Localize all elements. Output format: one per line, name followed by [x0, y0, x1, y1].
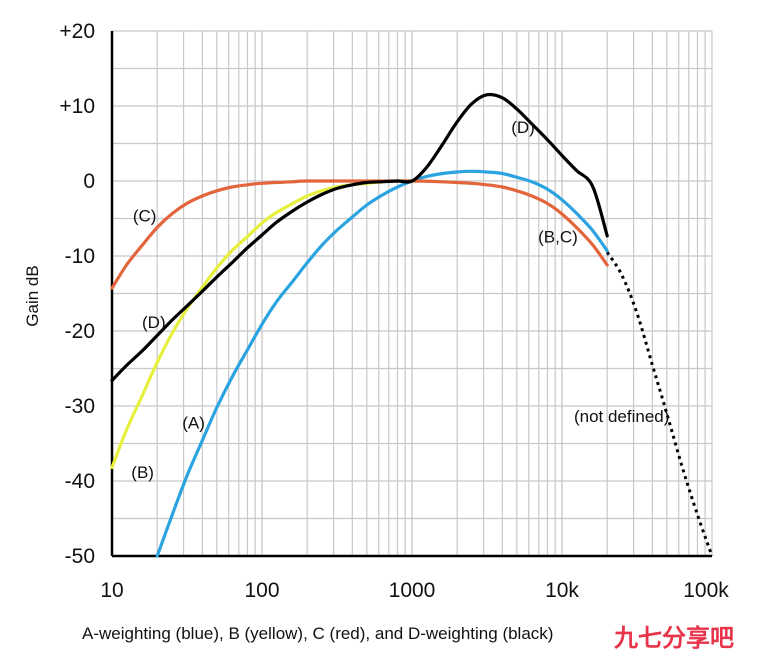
curve-annotation: (A) — [182, 414, 205, 433]
curve-annotation: (B,C) — [538, 228, 578, 247]
y-tick-label: -20 — [65, 320, 95, 343]
series-line-c — [110, 179, 609, 290]
x-tick-label: 10 — [100, 579, 123, 602]
y-tick-label: +20 — [59, 20, 95, 43]
curve-annotation: (C) — [133, 207, 157, 226]
y-tick-label: 0 — [83, 170, 95, 193]
grid-lines — [111, 30, 713, 557]
series-line-a — [155, 169, 609, 558]
series-lines — [110, 92, 714, 558]
y-axis-label: Gain dB — [23, 265, 42, 326]
series-line-not-defined — [605, 251, 714, 557]
x-tick-labels: 10 100 1000 10k 100k — [100, 579, 729, 602]
y-tick-labels: +20 +10 0 -10 -20 -30 -40 -50 — [59, 20, 95, 568]
watermark-logo: 九七分享吧 — [614, 625, 734, 652]
x-tick-label: 10k — [545, 579, 579, 602]
x-tick-label: 100k — [683, 579, 729, 602]
annotations: (A) (B) (C) (D) (D) (B,C) (not defined) — [131, 118, 669, 482]
curve-annotation: (B) — [131, 463, 154, 482]
y-tick-label: -30 — [65, 395, 95, 418]
y-tick-label: -40 — [65, 470, 95, 493]
y-tick-label: -50 — [65, 545, 95, 568]
x-tick-label: 100 — [244, 579, 279, 602]
curve-annotation: (not defined) — [574, 407, 669, 426]
y-tick-label: -10 — [65, 245, 95, 268]
curve-annotation: (D) — [142, 313, 166, 332]
series-line-d — [110, 92, 609, 383]
chart-caption: A-weighting (blue), B (yellow), C (red),… — [82, 624, 554, 643]
y-tick-label: +10 — [59, 95, 95, 118]
curve-annotation: (D) — [511, 118, 535, 137]
x-tick-label: 1000 — [389, 579, 436, 602]
